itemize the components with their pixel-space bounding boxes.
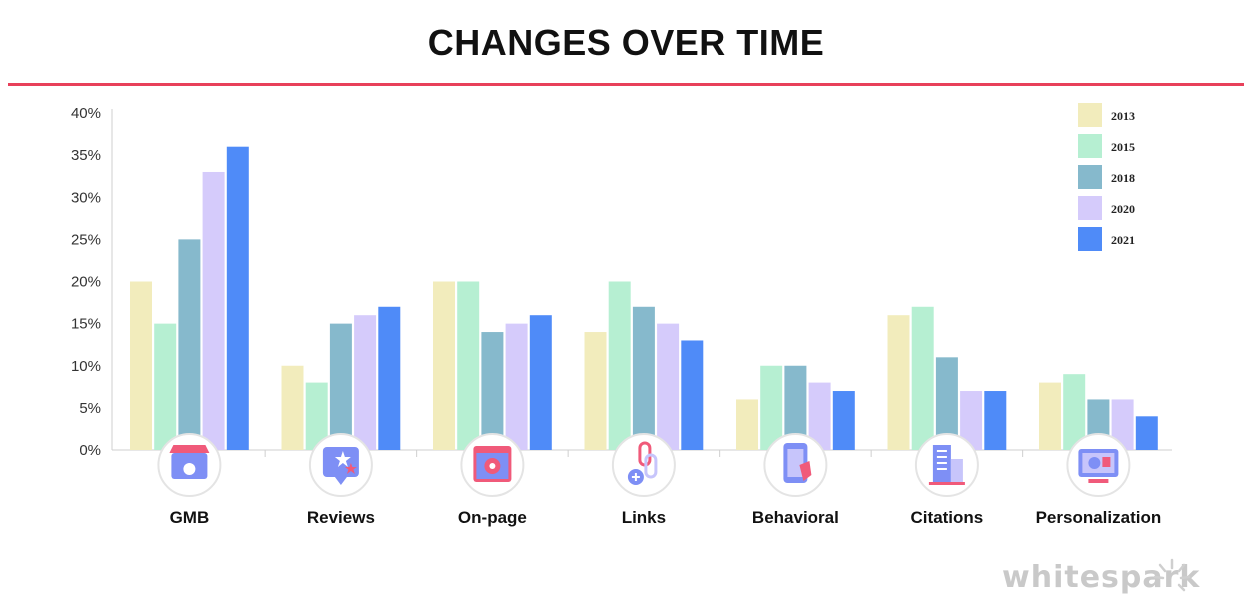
legend-label-2018: 2018 bbox=[1111, 171, 1135, 185]
y-tick-label: 40% bbox=[71, 105, 101, 122]
category-label: Behavioral bbox=[752, 508, 839, 527]
gear-hole bbox=[489, 463, 496, 469]
category-label: On-page bbox=[458, 508, 527, 527]
panel bbox=[1102, 457, 1111, 467]
windows bbox=[936, 450, 947, 470]
y-tick-label: 0% bbox=[79, 442, 101, 459]
legend-label-2021: 2021 bbox=[1111, 233, 1135, 247]
bar-behavioral-2013 bbox=[736, 399, 758, 450]
chain-link-icon bbox=[611, 433, 676, 497]
bar-behavioral-2018 bbox=[784, 365, 807, 450]
legend-label-2020: 2020 bbox=[1111, 202, 1135, 216]
bar-reviews-2013 bbox=[281, 365, 304, 450]
bar-links-2015 bbox=[608, 281, 631, 450]
bar-reviews-2018 bbox=[329, 323, 352, 450]
review-tail bbox=[334, 477, 347, 485]
y-tick-label: 15% bbox=[71, 316, 101, 333]
legend-swatch-2015 bbox=[1078, 134, 1102, 158]
category-label: Reviews bbox=[307, 508, 375, 527]
bar-reviews-2020 bbox=[354, 315, 377, 450]
category-label: Citations bbox=[911, 508, 984, 527]
brand-logo-text: whitespark bbox=[1002, 560, 1201, 595]
monitor-stand bbox=[1088, 479, 1109, 483]
bar-personalization-2015 bbox=[1063, 374, 1086, 450]
bar-links-2021 bbox=[681, 340, 704, 450]
legend-label-2013: 2013 bbox=[1111, 109, 1135, 123]
star bbox=[334, 451, 351, 467]
bar-behavioral-2015 bbox=[760, 365, 783, 450]
annex bbox=[950, 459, 963, 483]
bar-links-2018 bbox=[632, 306, 655, 450]
category-label: Links bbox=[622, 508, 666, 527]
legend-label-2015: 2015 bbox=[1111, 140, 1135, 154]
bar-on-page-2021 bbox=[529, 315, 552, 450]
phone-screen bbox=[787, 449, 804, 477]
monitor-settings-icon bbox=[1066, 433, 1131, 497]
bar-on-page-2015 bbox=[457, 281, 480, 450]
y-tick-label: 5% bbox=[79, 400, 101, 417]
building-icon bbox=[914, 433, 979, 497]
store-awning bbox=[169, 445, 210, 453]
link-ring bbox=[644, 453, 658, 479]
bar-behavioral-2021 bbox=[832, 391, 855, 450]
webpage-settings-icon bbox=[460, 433, 525, 497]
bar-on-page-2018 bbox=[481, 332, 504, 450]
bar-citations-2020 bbox=[960, 391, 983, 450]
bar-citations-2015 bbox=[911, 306, 934, 450]
legend-swatch-2021 bbox=[1078, 227, 1102, 251]
bar-citations-2013 bbox=[887, 315, 910, 450]
bar-gmb-2015 bbox=[154, 323, 177, 450]
bar-gmb-2021 bbox=[226, 146, 249, 450]
bar-citations-2018 bbox=[935, 357, 958, 450]
chart-title: CHANGES OVER TIME bbox=[427, 22, 825, 63]
bar-reviews-2015 bbox=[305, 382, 328, 450]
bar-behavioral-2020 bbox=[808, 382, 831, 450]
phone-tap-icon bbox=[763, 433, 828, 497]
category-label: GMB bbox=[170, 508, 210, 527]
bar-gmb-2018 bbox=[178, 239, 201, 450]
g-badge bbox=[183, 463, 196, 475]
y-tick-label: 30% bbox=[71, 189, 101, 206]
ground bbox=[928, 482, 965, 485]
legend-swatch-2018 bbox=[1078, 165, 1102, 189]
bar-personalization-2021 bbox=[1135, 416, 1158, 450]
bar-gmb-2020 bbox=[202, 171, 225, 450]
plus-sign bbox=[631, 473, 640, 481]
y-tick-label: 35% bbox=[71, 147, 101, 164]
y-tick-label: 10% bbox=[71, 358, 101, 375]
star-rating-icon bbox=[308, 433, 373, 497]
y-tick-label: 25% bbox=[71, 231, 101, 248]
bar-links-2013 bbox=[584, 332, 607, 450]
star bbox=[344, 463, 357, 474]
title-divider bbox=[8, 83, 1244, 86]
gear bbox=[1088, 457, 1101, 469]
hand bbox=[799, 461, 812, 481]
legend-swatch-2020 bbox=[1078, 196, 1102, 220]
spark-icon bbox=[1153, 558, 1191, 592]
bar-links-2020 bbox=[657, 323, 680, 450]
category-label: Personalization bbox=[1036, 508, 1162, 527]
bar-reviews-2021 bbox=[378, 306, 401, 450]
bar-gmb-2013 bbox=[130, 281, 152, 450]
bar-personalization-2013 bbox=[1039, 382, 1061, 450]
bar-citations-2021 bbox=[984, 391, 1007, 450]
y-tick-label: 20% bbox=[71, 274, 101, 291]
storefront-icon bbox=[157, 433, 222, 497]
bar-on-page-2020 bbox=[505, 323, 528, 450]
bar-personalization-2020 bbox=[1111, 399, 1134, 450]
bar-on-page-2013 bbox=[433, 281, 455, 450]
legend-swatch-2013 bbox=[1078, 103, 1102, 127]
